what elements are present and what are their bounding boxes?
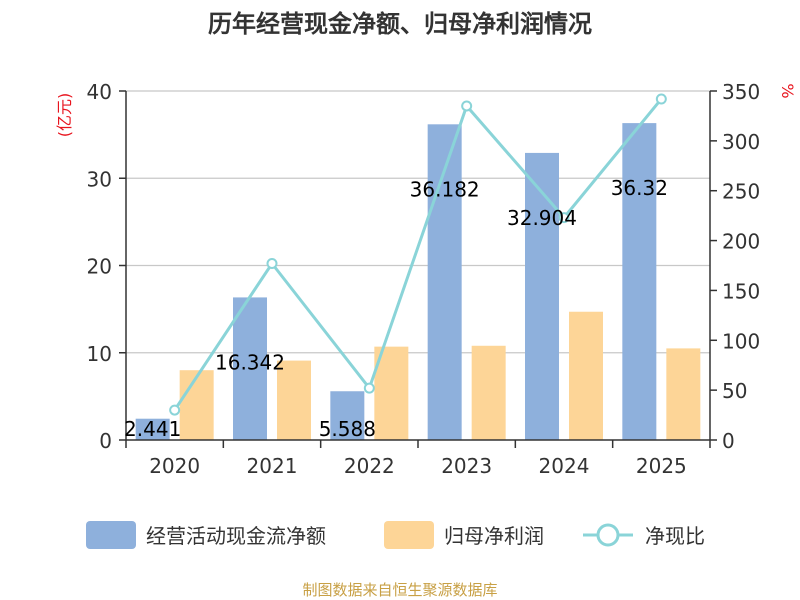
ratio-line-group <box>169 93 667 416</box>
right-axis-unit: % <box>778 83 797 98</box>
ratio-marker <box>655 93 667 105</box>
bar-cashflow <box>330 391 365 440</box>
data-label-cashflow: 36.32 <box>611 176 668 200</box>
legend-swatch-cashflow <box>86 521 136 549</box>
legend-swatch-profit <box>384 521 434 549</box>
right-axis-tick-label: 50 <box>722 379 747 403</box>
x-axis-tick-label: 2020 <box>149 454 200 478</box>
ratio-marker <box>266 258 278 270</box>
bar-cashflow <box>427 124 462 441</box>
x-axis-tick-label: 2024 <box>539 454 590 478</box>
x-axis-tick-label: 2021 <box>247 454 298 478</box>
bar-cashflow <box>525 152 559 440</box>
right-axis-tick-label: 100 <box>722 329 760 353</box>
right-axis-tick-label: 150 <box>722 279 760 303</box>
bar-profit <box>666 348 701 440</box>
right-axis-tick-label: 300 <box>722 130 760 154</box>
right-axis-tick-label: 200 <box>722 230 760 254</box>
ratio-marker <box>461 100 473 112</box>
chart-title: 历年经营现金净额、归母净利润情况 <box>208 10 592 38</box>
bar-profit <box>179 370 214 440</box>
bar-profit <box>277 360 311 440</box>
bar-cashflow <box>622 123 657 440</box>
x-axis-tick-label: 2025 <box>636 454 687 478</box>
right-axis-tick-label: 250 <box>722 180 760 204</box>
bar-cashflow <box>233 297 267 440</box>
x-axis-tick-label: 2022 <box>344 454 395 478</box>
data-label-cashflow: 2.441 <box>124 417 181 441</box>
ratio-line <box>173 98 663 411</box>
right-axis-tick-label: 0 <box>722 429 735 453</box>
data-labels: 2.441 16.342 5.588 36.182 32.904 36.32 <box>124 176 668 441</box>
ratio-marker <box>558 212 570 224</box>
ratio-marker <box>363 382 375 394</box>
bar-profit <box>471 345 506 440</box>
left-axis-tick-label: 30 <box>87 167 112 191</box>
data-label-cashflow: 5.588 <box>319 417 376 441</box>
left-axis-tick-label: 20 <box>87 255 112 279</box>
data-label-cashflow: 16.342 <box>215 350 285 374</box>
axes: 0 10 20 30 40 0 50 100 150 200 250 300 350 2020 2021 20… <box>87 80 761 478</box>
bar-profit <box>374 346 409 440</box>
legend: 经营活动现金流净额 归母净利润 净现比 <box>86 521 705 549</box>
ratio-marker <box>169 404 181 416</box>
bar-profit <box>569 311 603 440</box>
bars <box>135 123 701 441</box>
left-axis-tick-label: 40 <box>87 80 112 104</box>
legend-label-ratio: 净现比 <box>645 524 705 548</box>
gridlines <box>126 90 710 354</box>
right-axis-tick-label: 350 <box>722 80 760 104</box>
left-axis-tick-label: 10 <box>87 342 112 366</box>
data-label-cashflow: 32.904 <box>507 206 577 230</box>
bar-cashflow <box>135 418 170 440</box>
legend-label-profit: 归母净利润 <box>444 524 544 548</box>
source-note: 制图数据来自恒生聚源数据库 <box>302 581 497 599</box>
legend-swatch-ratio-marker <box>596 523 620 547</box>
data-label-cashflow: 36.182 <box>410 177 480 201</box>
x-axis-tick-label: 2023 <box>441 454 492 478</box>
left-axis-unit: (亿元) <box>55 93 74 138</box>
left-axis-tick-label: 0 <box>99 429 112 453</box>
legend-label-cashflow: 经营活动现金流净额 <box>146 524 326 548</box>
